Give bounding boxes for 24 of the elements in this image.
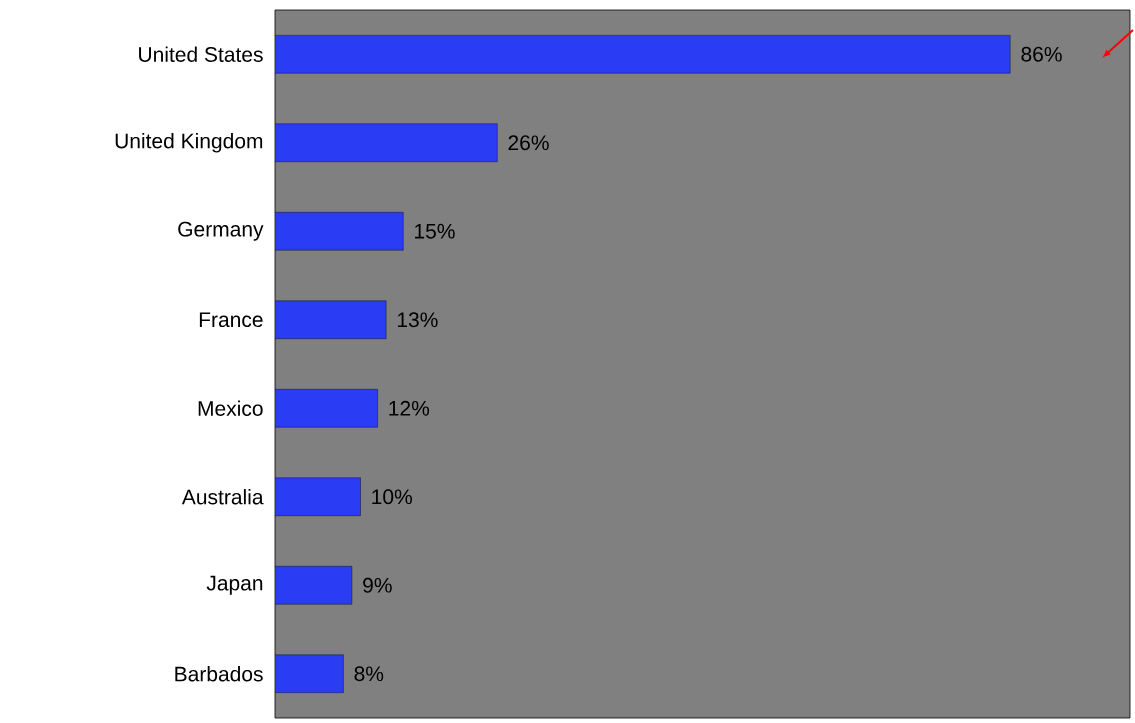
y-tick-label: Mexico <box>198 400 263 416</box>
data-label: 12% <box>389 400 430 416</box>
y-tick-label: Germany <box>178 221 264 241</box>
bar <box>275 35 1011 74</box>
data-label: 86% <box>1021 46 1062 62</box>
bar <box>275 654 344 693</box>
data-label: 9% <box>363 577 392 593</box>
bar <box>275 212 404 251</box>
data-label: 26% <box>508 135 549 151</box>
bar <box>275 566 353 605</box>
y-tick-label: France <box>199 312 263 328</box>
bar <box>275 123 498 162</box>
bar <box>275 389 378 428</box>
y-tick-label: Australia <box>181 489 264 505</box>
y-tick-label: Barbados <box>175 666 263 682</box>
y-tick-label: United States <box>139 46 263 62</box>
y-tick-label: Japan <box>206 575 263 595</box>
data-label: 13% <box>397 312 438 328</box>
data-label: 15% <box>415 223 455 239</box>
bar <box>275 477 361 516</box>
bar <box>275 300 387 339</box>
data-label: 10% <box>372 489 412 505</box>
y-tick-label: United Kingdom <box>115 132 263 153</box>
data-label: 8% <box>354 666 384 682</box>
